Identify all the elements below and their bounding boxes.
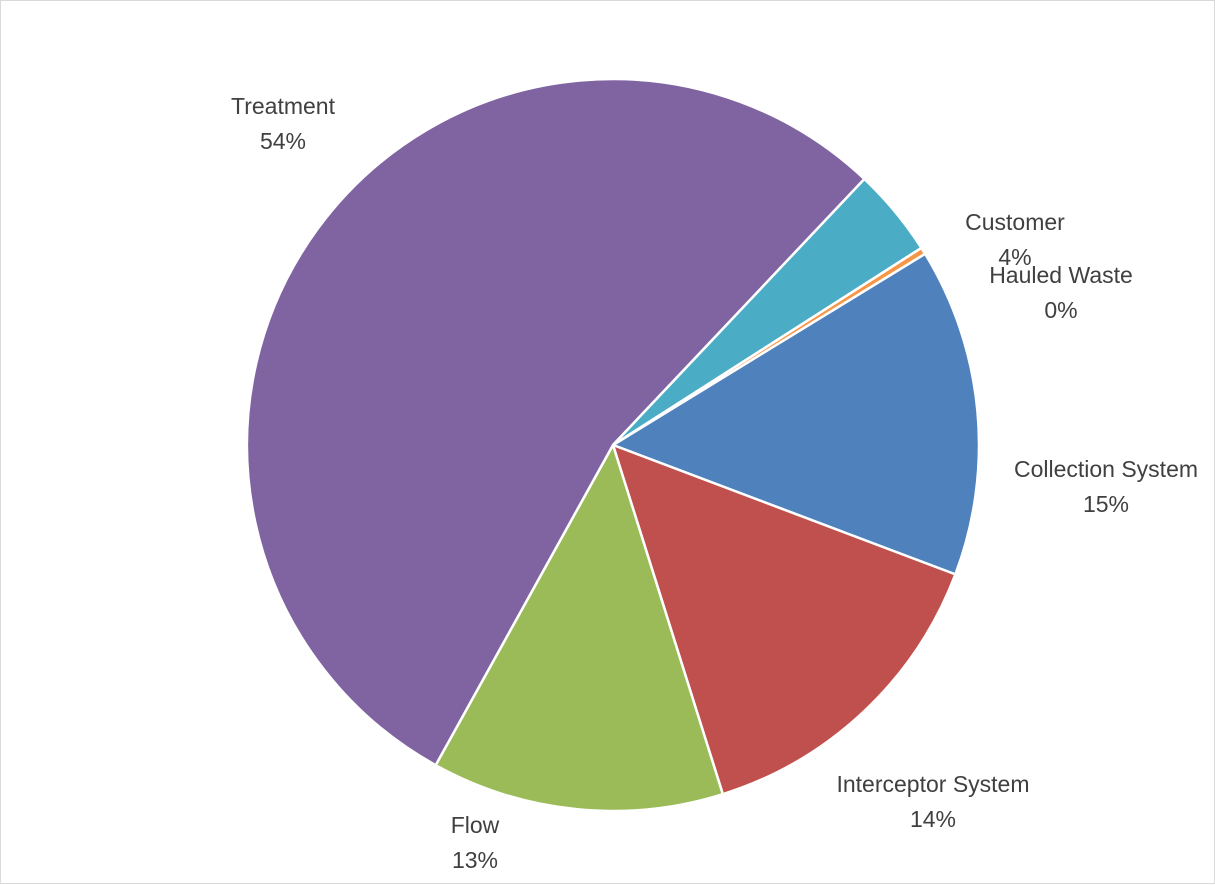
data-label-flow: Flow 13% bbox=[451, 812, 500, 873]
pie-slice-hauled-waste bbox=[612, 246, 927, 447]
data-label-interceptor-system: Interceptor System 14% bbox=[836, 771, 1029, 832]
data-label-hauled-waste: Hauled Waste 0% bbox=[989, 262, 1133, 323]
pie-slice-interceptor-system bbox=[611, 442, 957, 796]
pie-labels: Collection System 15% Interceptor System 14… bbox=[231, 93, 1198, 873]
pie-slices bbox=[245, 77, 981, 813]
pie-slice-treatment bbox=[245, 77, 867, 767]
pie-slice-collection-system bbox=[610, 252, 981, 576]
pie-slice-flow bbox=[433, 441, 725, 813]
data-label-treatment: Treatment 54% bbox=[231, 93, 336, 154]
data-label-collection-system: Collection System 15% bbox=[1014, 456, 1198, 517]
data-label-customer: Customer 4% bbox=[965, 209, 1065, 270]
